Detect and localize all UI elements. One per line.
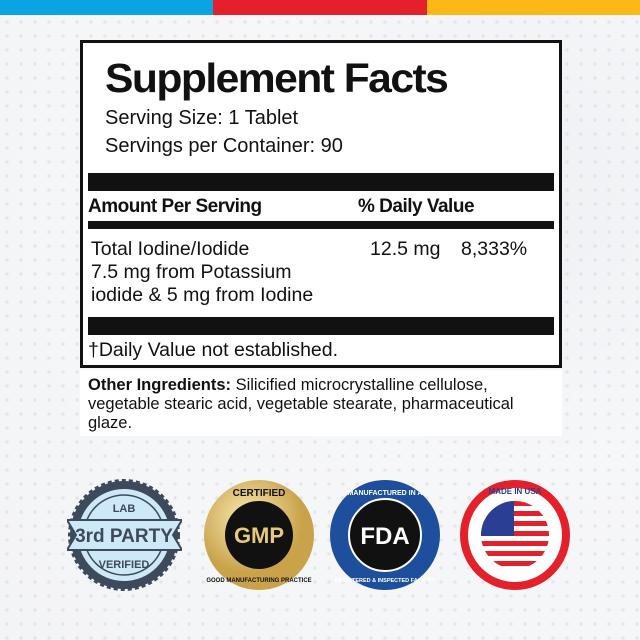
lab-verified-badge-icon: LAB 3rd PARTY VERIFIED bbox=[67, 479, 182, 591]
badge-text: CERTIFIED bbox=[233, 488, 286, 499]
nutrient-line: Total Iodine/Iodide bbox=[91, 238, 250, 260]
made-in-usa-badge-icon: MADE IN USA bbox=[460, 480, 570, 590]
stripe-red bbox=[213, 0, 427, 15]
servings-per-container: Servings per Container: 90 bbox=[105, 135, 343, 157]
header-daily-value: % Daily Value bbox=[358, 196, 475, 217]
serving-size: Serving Size: 1 Tablet bbox=[105, 107, 299, 129]
certification-badges: LAB 3rd PARTY VERIFIED CERTIFIED GMP GOO… bbox=[0, 478, 640, 593]
footnote: †Daily Value not established. bbox=[88, 339, 339, 361]
thick-divider-bottom bbox=[88, 317, 554, 335]
nutrient-amount: 12.5 mg bbox=[370, 238, 441, 260]
supplement-facts-panel: Supplement Facts Serving Size: 1 Tablet … bbox=[80, 40, 562, 368]
badge-text: 3rd PARTY bbox=[75, 526, 173, 547]
badge-text: GMP bbox=[234, 523, 284, 548]
color-stripe bbox=[0, 0, 640, 15]
badge-text: VERIFIED bbox=[99, 559, 150, 571]
ingredients-label: Other Ingredients: bbox=[88, 376, 232, 394]
stripe-blue bbox=[0, 0, 214, 15]
badge-text: MANUFACTURED IN A bbox=[348, 490, 423, 497]
header-amount: Amount Per Serving bbox=[88, 196, 262, 217]
badge-text: LAB bbox=[113, 503, 136, 515]
facts-title: Supplement Facts bbox=[105, 55, 449, 101]
fda-registered-badge-icon: MANUFACTURED IN A FDA REGISTERED & INSPE… bbox=[330, 480, 440, 590]
ingredients-text: Silicified microcrystalline cellulose, v… bbox=[88, 376, 514, 432]
nutrient-dv: 8,333% bbox=[461, 238, 528, 260]
badge-text: GOOD MANUFACTURING PRACTICE bbox=[206, 578, 311, 584]
badge-text: MADE IN USA bbox=[489, 487, 542, 496]
badge-text: FDA bbox=[360, 523, 409, 550]
nutrient-line: iodide & 5 mg from Iodine bbox=[91, 284, 314, 306]
medium-divider bbox=[88, 221, 554, 229]
badge-text: REGISTERED & INSPECTED FACILITY bbox=[335, 578, 436, 584]
nutrient-name: Total Iodine/Iodide 7.5 mg from Potassiu… bbox=[91, 238, 313, 307]
stripe-yellow bbox=[426, 0, 640, 15]
thick-divider bbox=[88, 173, 554, 191]
other-ingredients: Other Ingredients: Silicified microcryst… bbox=[80, 370, 562, 436]
nutrient-line: 7.5 mg from Potassium bbox=[91, 261, 292, 283]
gmp-certified-badge-icon: CERTIFIED GMP GOOD MANUFACTURING PRACTIC… bbox=[204, 480, 314, 590]
